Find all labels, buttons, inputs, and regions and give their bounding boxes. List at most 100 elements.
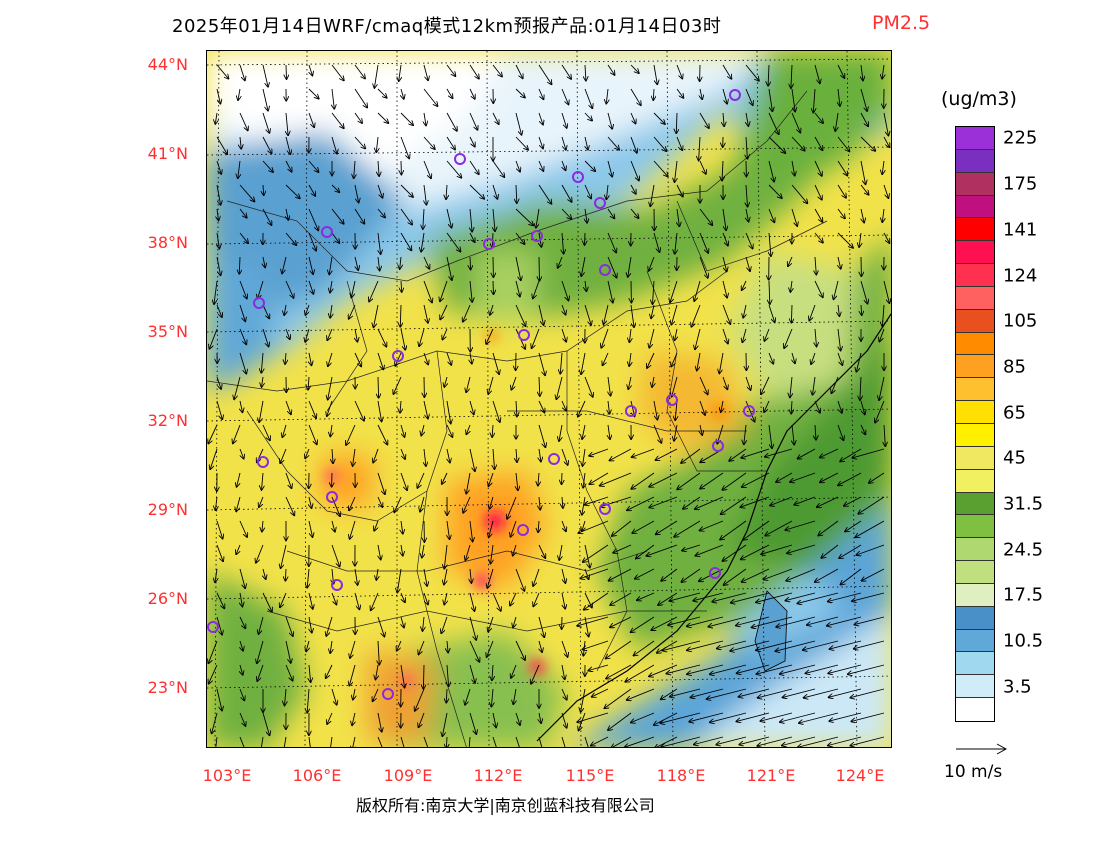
wind-vector: [262, 64, 268, 87]
wind-vector: [723, 544, 747, 561]
wind-vector: [630, 304, 634, 327]
wind-vector: [262, 208, 272, 225]
wind-vector: [239, 712, 246, 726]
wind-vector: [561, 280, 569, 301]
wind-vector: [675, 232, 677, 254]
wind-vector: [215, 112, 217, 124]
wind-vector: [883, 280, 889, 303]
wind-vector: [286, 112, 288, 135]
wind-vector: [538, 184, 551, 204]
wind-vector: [578, 520, 609, 533]
wind-vector: [634, 640, 655, 656]
wind-vector: [653, 88, 654, 100]
wind-vector: [837, 352, 842, 365]
wind-vector: [607, 280, 613, 303]
wind-vector: [469, 664, 475, 683]
wind-vector: [308, 376, 309, 390]
wind-vector: [378, 232, 381, 254]
wind-vector: [329, 256, 332, 274]
wind-vector: [284, 304, 286, 315]
wind-vector: [377, 208, 385, 217]
wind-vector: [584, 544, 590, 568]
wind-vector: [239, 184, 254, 201]
wind-vector: [469, 112, 478, 130]
lon-label: 121°E: [746, 766, 796, 785]
wind-vector: [814, 184, 822, 200]
station-marker: [625, 405, 637, 417]
wind-vector: [562, 160, 566, 170]
wind-vector: [658, 592, 678, 605]
wind-vector: [489, 520, 494, 537]
wind-vector: [785, 520, 816, 530]
wind-vector: [446, 688, 447, 703]
wind-vector: [761, 376, 770, 394]
wind-vector: [809, 304, 816, 321]
wind-vector: [722, 304, 730, 324]
station-marker: [594, 197, 606, 209]
wind-vector: [446, 400, 451, 424]
wind-vector: [515, 136, 528, 150]
wind-vector: [327, 400, 333, 416]
wind-vector: [401, 544, 403, 556]
wind-vector: [332, 520, 335, 532]
wind-vector: [707, 688, 747, 699]
wind-vector: [722, 376, 727, 389]
wind-vector: [374, 520, 379, 531]
wind-vector: [258, 280, 264, 299]
wind-vector: [259, 400, 264, 422]
wind-vector: [446, 256, 452, 280]
wind-vector: [447, 640, 448, 653]
wind-vector: [466, 472, 471, 494]
wind-vector: [492, 352, 499, 374]
wind-vector: [588, 664, 609, 671]
wind-vector: [256, 544, 264, 563]
wind-vector: [764, 568, 793, 580]
wind-vector: [852, 448, 885, 458]
wind-vector: [515, 640, 525, 660]
wind-vector: [209, 328, 218, 349]
wind-vector: [721, 496, 747, 514]
wind-vector: [742, 568, 770, 582]
wind-vector: [791, 184, 807, 203]
wind-vector: [420, 496, 425, 512]
wind-vector: [814, 208, 822, 222]
wind-vector: [469, 640, 479, 662]
wind-vector: [610, 616, 632, 627]
wind-vector: [210, 448, 218, 469]
wind-vector: [240, 136, 241, 149]
wind-vector: [628, 256, 632, 277]
wind-vector: [744, 424, 746, 444]
wind-vector: [400, 184, 413, 197]
wind-vector: [722, 208, 726, 230]
wind-vector: [327, 328, 333, 340]
wind-vector: [791, 64, 792, 88]
wind-vector: [493, 712, 496, 727]
wind-vector: [538, 520, 539, 532]
wind-vector: [378, 256, 380, 271]
wind-vector: [492, 592, 501, 611]
wind-vector: [239, 688, 244, 700]
wind-vector: [492, 400, 500, 422]
wind-vector: [216, 88, 220, 104]
wind-vector: [855, 520, 885, 537]
wind-vector: [239, 568, 245, 588]
wind-vector: [515, 256, 521, 280]
wind-vector: [756, 664, 793, 674]
wind-vector: [539, 376, 540, 396]
wind-vector: [419, 328, 425, 346]
colorbar-tick-label: 45: [1003, 447, 1026, 469]
wind-vector: [717, 640, 747, 649]
wind-vector: [538, 352, 545, 375]
wind-vector: [352, 712, 355, 725]
wind-vector: [515, 208, 533, 225]
wind-vector: [844, 496, 862, 506]
wind-vector: [578, 400, 586, 417]
wind-vector: [469, 400, 474, 414]
wind-vector: [216, 400, 222, 419]
wind-vector: [492, 424, 493, 437]
wind-vector: [419, 640, 425, 654]
wind-vector: [468, 736, 471, 747]
wind-vector: [373, 688, 379, 701]
wind-vector: [377, 472, 385, 494]
wind-vector: [308, 88, 319, 99]
